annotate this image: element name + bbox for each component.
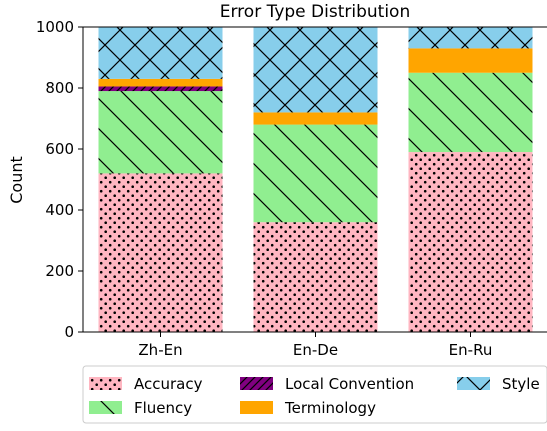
bar-en-de-terminology	[253, 112, 378, 125]
legend-terminology-label: Terminology	[284, 399, 376, 417]
legend-local-convention-label: Local Convention	[285, 375, 414, 393]
bar-zh-en-accuracy-hatch	[98, 173, 223, 332]
bar-en-ru-style-hatch	[408, 27, 533, 49]
legend-accuracy-label: Accuracy	[134, 375, 203, 393]
bar-en-ru-accuracy-hatch	[408, 152, 533, 332]
chart-title: Error Type Distribution	[220, 2, 410, 22]
x-axis: Zh-En En-De En-Ru	[138, 332, 492, 359]
bar-en-de-accuracy-hatch	[253, 222, 378, 332]
legend-terminology-swatch	[240, 401, 273, 414]
y-tick-label: 200	[45, 262, 74, 280]
plot-frame	[82, 26, 547, 333]
x-tick-label: En-Ru	[449, 341, 493, 359]
bar-en-ru-fluency-hatch	[408, 72, 533, 153]
x-tick-label: En-De	[293, 341, 338, 359]
y-tick-label: 0	[64, 323, 74, 341]
bar-zh-en-terminology	[98, 78, 223, 87]
x-tick-label: Zh-En	[138, 341, 182, 359]
legend-local-convention-swatch-hatch	[240, 377, 273, 390]
bar-zh-en-style-hatch	[98, 27, 223, 79]
bar-en-de-fluency-hatch	[253, 124, 378, 223]
bars-group	[98, 27, 533, 332]
legend-fluency-swatch-hatch	[89, 401, 122, 414]
bar-zh-en-local-convention-hatch	[98, 86, 223, 92]
legend-frame	[82, 365, 547, 424]
y-tick-label: 1000	[36, 18, 74, 36]
legend-style-swatch-hatch	[457, 377, 490, 390]
legend: Accuracy Fluency Local Convention Terminolo…	[82, 365, 547, 424]
y-axis: 0 200 400 600 800 1000	[36, 18, 83, 341]
y-tick-label: 600	[45, 140, 74, 158]
legend-accuracy-swatch-hatch	[89, 377, 122, 390]
y-axis-label: Count	[7, 156, 26, 204]
bar-zh-en-fluency-hatch	[98, 91, 223, 174]
legend-fluency-label: Fluency	[134, 399, 192, 417]
legend-style-label: Style	[502, 375, 540, 393]
y-tick-label: 800	[45, 79, 74, 97]
y-tick-label: 400	[45, 201, 74, 219]
bar-en-ru-terminology	[408, 48, 533, 73]
bar-en-de-style-hatch	[253, 27, 378, 113]
